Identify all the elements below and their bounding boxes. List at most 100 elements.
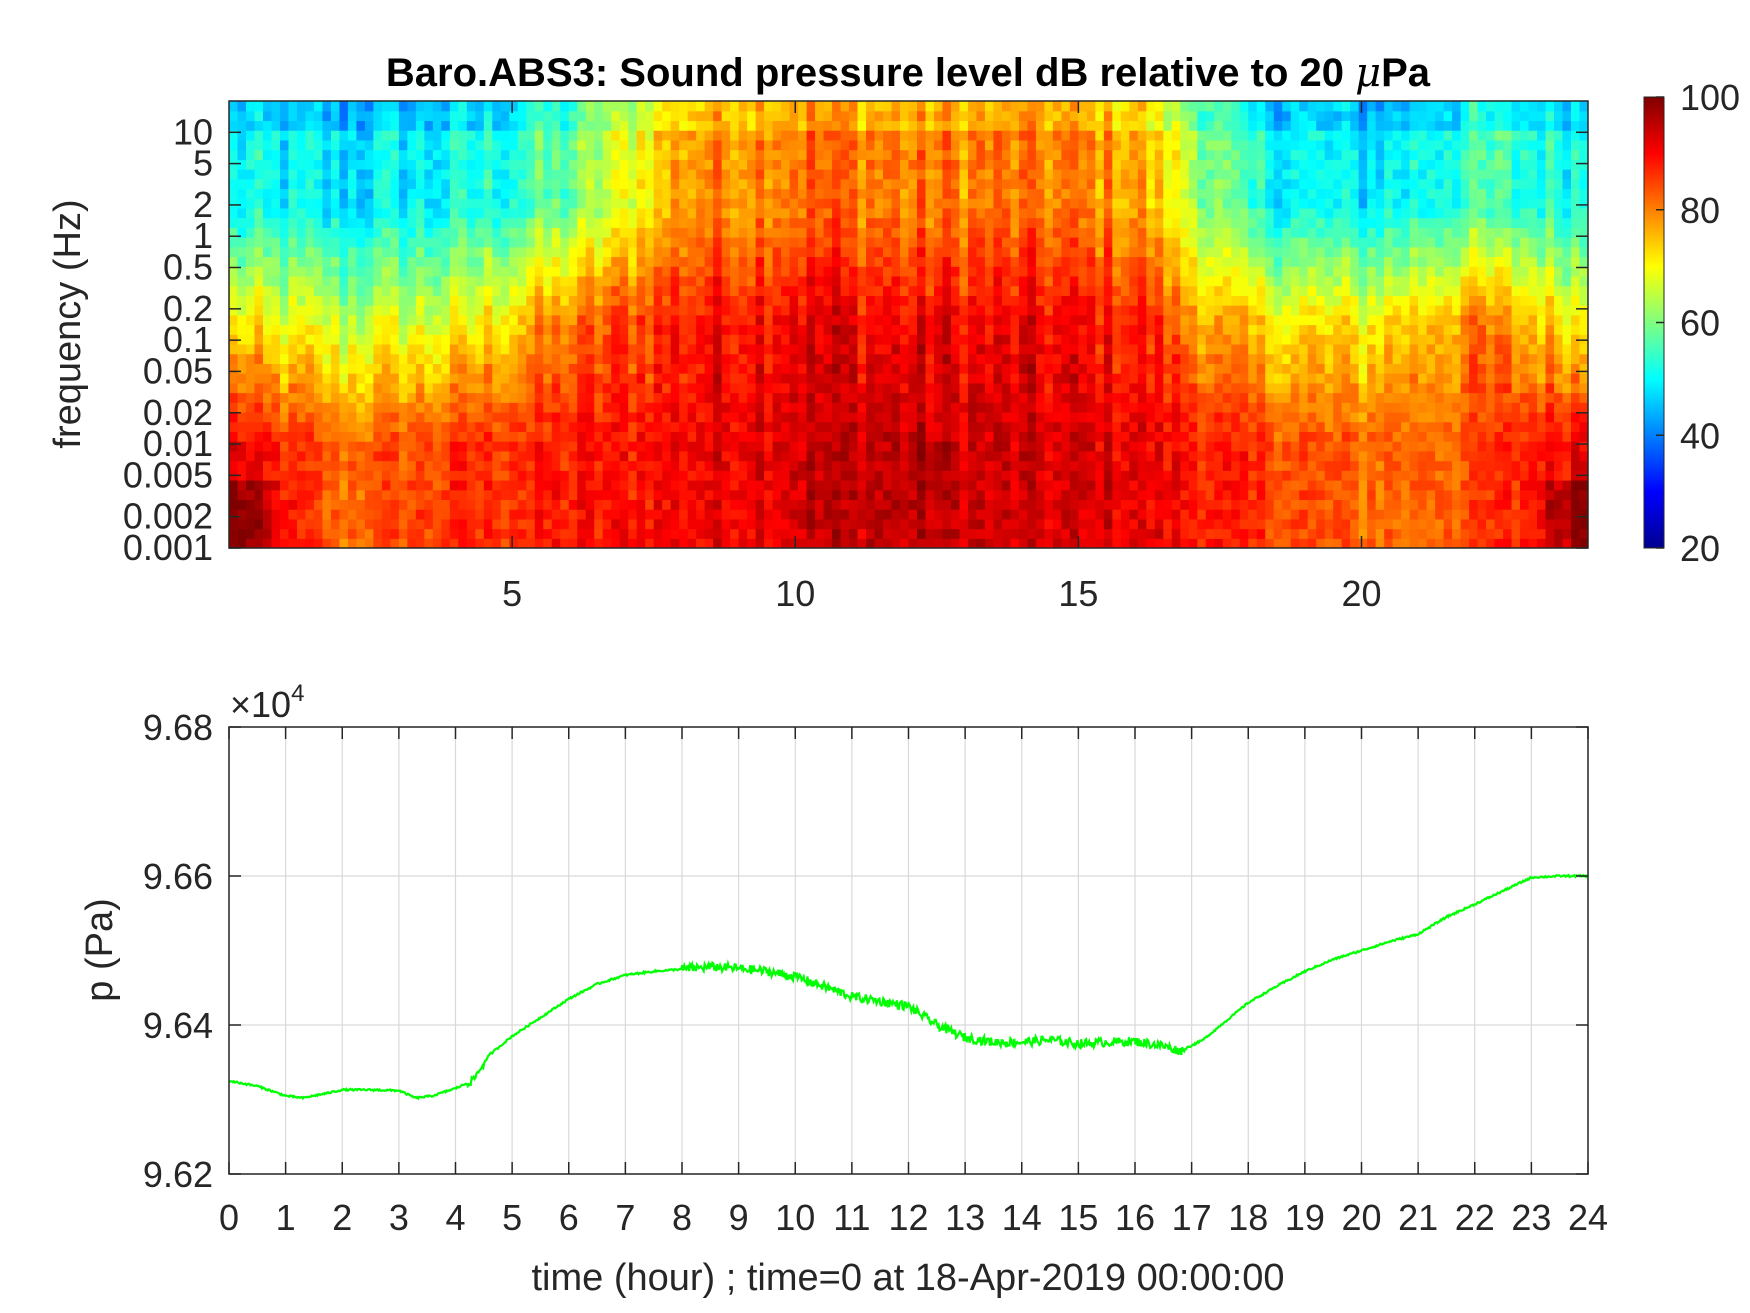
heatmap-cell bbox=[713, 499, 723, 510]
heatmap-cell bbox=[942, 314, 952, 326]
heatmap-cell bbox=[339, 120, 349, 131]
heatmap-cell bbox=[254, 169, 264, 180]
heatmap-cell bbox=[883, 149, 893, 160]
heatmap-cell bbox=[229, 295, 239, 306]
heatmap-cell bbox=[1001, 450, 1012, 462]
heatmap-cell bbox=[1078, 353, 1088, 364]
heatmap-cell bbox=[483, 460, 493, 471]
heatmap-cell bbox=[254, 207, 264, 219]
heatmap-cell bbox=[568, 305, 578, 316]
heatmap-cell bbox=[832, 305, 842, 316]
heatmap-cell bbox=[1044, 441, 1054, 452]
heatmap-cell bbox=[704, 509, 714, 520]
heatmap-cell bbox=[662, 188, 672, 199]
heatmap-cell bbox=[560, 402, 570, 413]
heatmap-cell bbox=[883, 402, 893, 413]
heatmap-cell bbox=[704, 130, 714, 141]
heatmap-cell bbox=[959, 305, 969, 316]
heatmap-cell bbox=[594, 266, 604, 277]
heatmap-cell bbox=[916, 130, 927, 141]
heatmap-cell bbox=[653, 178, 663, 190]
heatmap-cell bbox=[832, 256, 842, 267]
heatmap-cell bbox=[645, 441, 655, 452]
heatmap-cell bbox=[551, 441, 561, 452]
heatmap-cell bbox=[466, 441, 476, 452]
heatmap-cell bbox=[984, 266, 995, 277]
heatmap-cell bbox=[721, 305, 731, 316]
heatmap-cell bbox=[670, 528, 680, 539]
heatmap-cell bbox=[628, 188, 638, 199]
heatmap-cell bbox=[526, 450, 536, 462]
heatmap-cell bbox=[560, 314, 570, 326]
heatmap-cell bbox=[543, 305, 553, 316]
heatmap-cell bbox=[534, 295, 544, 306]
heatmap-cell bbox=[398, 373, 408, 384]
heatmap-cell bbox=[271, 101, 281, 112]
heatmap-cell bbox=[356, 285, 366, 296]
heatmap-cell bbox=[551, 509, 561, 520]
heatmap-cell bbox=[1129, 120, 1139, 131]
heatmap-cell bbox=[1010, 392, 1020, 403]
heatmap-cell bbox=[925, 528, 935, 539]
heatmap-cell bbox=[984, 334, 995, 345]
heatmap-cell bbox=[636, 343, 646, 355]
heatmap-cell bbox=[806, 431, 816, 442]
heatmap-cell bbox=[832, 334, 842, 345]
heatmap-cell bbox=[347, 411, 357, 423]
heatmap-cell bbox=[305, 275, 315, 287]
heatmap-cell bbox=[670, 382, 680, 394]
heatmap-cell bbox=[1001, 334, 1012, 345]
heatmap-cell bbox=[492, 450, 502, 462]
heatmap-cell bbox=[1027, 528, 1037, 539]
heatmap-cell bbox=[551, 130, 561, 141]
heatmap-cell bbox=[509, 256, 519, 267]
heatmap-cell bbox=[551, 237, 561, 248]
heatmap-cell bbox=[568, 237, 578, 248]
heatmap-cell bbox=[916, 450, 927, 462]
heatmap-cell bbox=[611, 324, 621, 335]
heatmap-cell bbox=[891, 441, 901, 452]
heatmap-cell bbox=[823, 538, 833, 548]
heatmap-cell bbox=[781, 479, 791, 491]
heatmap-cell bbox=[594, 382, 604, 394]
heatmap-cell bbox=[772, 305, 782, 316]
heatmap-cell bbox=[602, 518, 612, 530]
heatmap-cell bbox=[1027, 334, 1037, 345]
heatmap-cell bbox=[942, 110, 952, 122]
heatmap-cell bbox=[543, 353, 553, 364]
heatmap-cell bbox=[806, 178, 816, 190]
heatmap-cell bbox=[1112, 324, 1122, 335]
heatmap-cell bbox=[653, 421, 663, 432]
heatmap-cell bbox=[1001, 285, 1012, 296]
heatmap-cell bbox=[916, 246, 927, 258]
heatmap-cell bbox=[798, 266, 808, 277]
heatmap-cell bbox=[866, 149, 876, 160]
heatmap-cell bbox=[262, 509, 273, 520]
heatmap-cell bbox=[500, 295, 510, 306]
heatmap-cell bbox=[1086, 460, 1096, 471]
heatmap-cell bbox=[840, 538, 850, 548]
heatmap-cell bbox=[900, 499, 910, 510]
heatmap-cell bbox=[1120, 285, 1130, 296]
heatmap-cell bbox=[254, 139, 264, 151]
heatmap-cell bbox=[229, 305, 239, 316]
heatmap-cell bbox=[424, 275, 434, 287]
heatmap-cell bbox=[916, 431, 927, 442]
spectrogram-title: Baro.ABS3: Sound pressure level dB relat… bbox=[386, 50, 1431, 96]
heatmap-cell bbox=[976, 110, 986, 122]
heatmap-cell bbox=[679, 275, 689, 287]
heatmap-cell bbox=[415, 538, 425, 548]
heatmap-cell bbox=[772, 207, 782, 219]
heatmap-cell bbox=[806, 528, 816, 539]
heatmap-cell bbox=[772, 353, 782, 364]
heatmap-cell bbox=[288, 110, 298, 122]
heatmap-cell bbox=[432, 441, 442, 452]
heatmap-cell bbox=[492, 324, 502, 335]
heatmap-cell bbox=[330, 441, 341, 452]
heatmap-cell bbox=[534, 275, 544, 287]
heatmap-cell bbox=[730, 382, 740, 394]
heatmap-cell bbox=[772, 314, 782, 326]
heatmap-cell bbox=[551, 353, 561, 364]
heatmap-cell bbox=[441, 479, 451, 491]
heatmap-cell bbox=[534, 101, 544, 112]
